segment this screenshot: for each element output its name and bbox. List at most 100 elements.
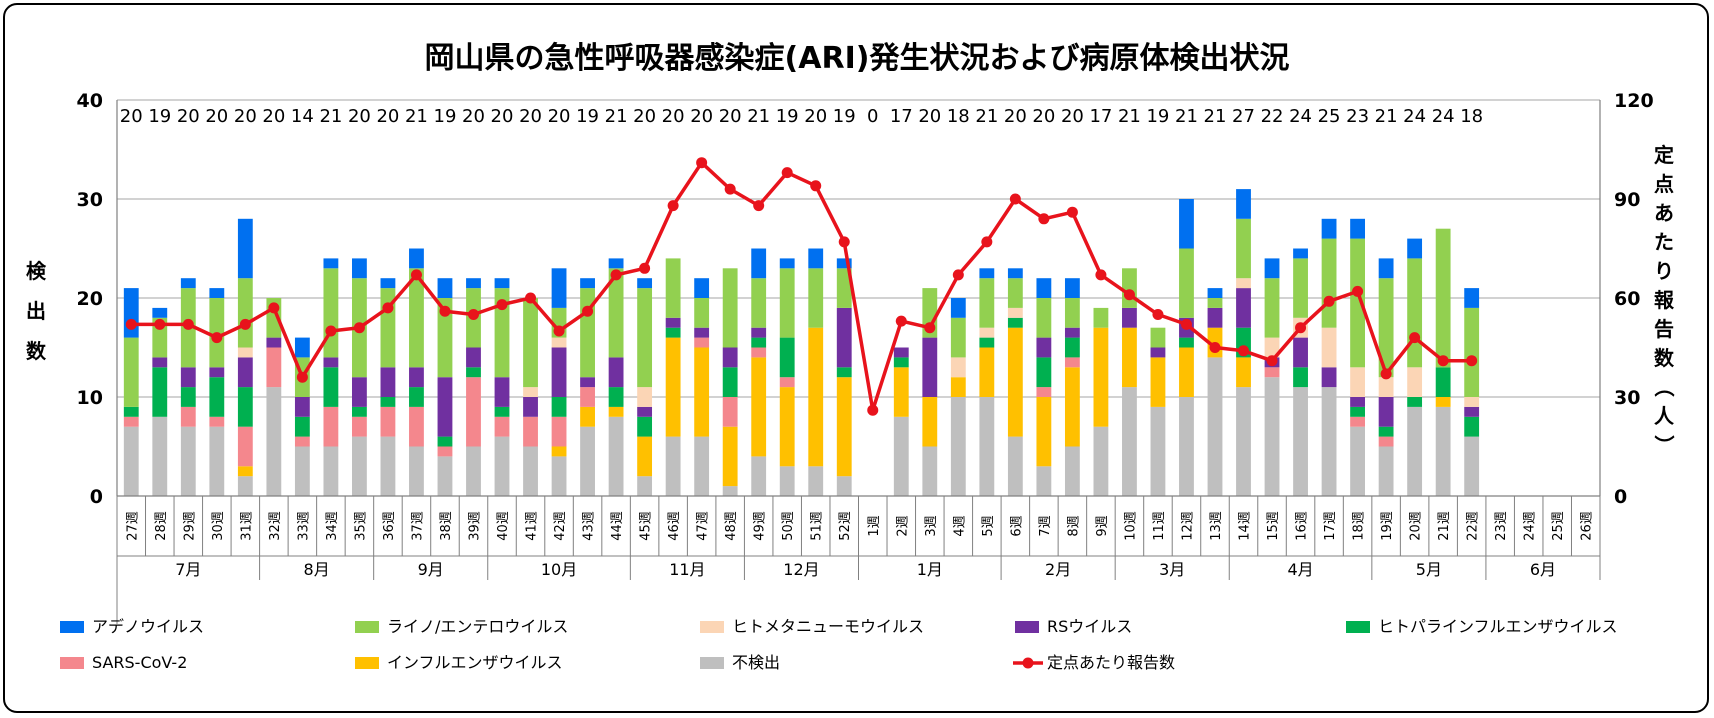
- bar-segment: [1350, 397, 1366, 407]
- sample-count: 24: [1289, 106, 1312, 127]
- week-label: 41週: [525, 511, 540, 541]
- sample-count: 20: [262, 106, 285, 127]
- bar-segment: [893, 357, 909, 368]
- bar-segment: [180, 406, 196, 427]
- bar-segment: [237, 476, 253, 496]
- week-label: 47週: [696, 511, 711, 541]
- bar-segment: [608, 387, 624, 407]
- bar-segment: [1007, 317, 1023, 328]
- y2-axis-title-char: 数: [1654, 346, 1675, 370]
- bar-segment: [580, 406, 595, 427]
- report-line-point: [1466, 355, 1478, 367]
- bar-segment: [779, 258, 795, 269]
- bar-segment: [1064, 337, 1080, 358]
- y2-tick-label: 120: [1614, 90, 1654, 112]
- y2-axis-title-char: 人: [1654, 404, 1675, 428]
- bar-segment: [608, 268, 624, 358]
- bar-segment: [979, 278, 995, 328]
- sample-count: 20: [918, 106, 941, 127]
- month-label: 7月: [175, 560, 201, 579]
- y2-axis-title-char: 報: [1654, 288, 1675, 312]
- bar-segment: [351, 406, 367, 417]
- bar-segment: [779, 377, 795, 388]
- bar-segment: [1122, 327, 1137, 388]
- bar-segment: [1435, 367, 1451, 397]
- sample-count: 20: [804, 106, 827, 127]
- legend-label: RSウイルス: [1047, 617, 1132, 636]
- bar-segment: [751, 337, 767, 348]
- bar-segment: [380, 367, 396, 397]
- bar-segment: [180, 278, 196, 289]
- bar-segment: [779, 466, 795, 496]
- bar-segment: [180, 367, 196, 388]
- y-axis-title-char: 出: [26, 299, 46, 323]
- legend-label: 定点あたり報告数: [1047, 653, 1175, 672]
- report-line-point: [353, 322, 365, 334]
- month-label: 9月: [418, 560, 444, 579]
- bar-segment: [523, 298, 538, 388]
- bar-segment: [922, 337, 938, 397]
- report-line-point: [1152, 309, 1164, 320]
- bar-segment: [1293, 337, 1308, 368]
- report-line-point: [154, 318, 166, 330]
- y2-axis-title-char: た: [1654, 230, 1674, 254]
- sample-count: 24: [1403, 106, 1426, 127]
- bar-segment: [637, 476, 653, 496]
- bar-segment: [950, 298, 966, 318]
- bar-segment: [1378, 278, 1394, 378]
- bar-segment: [1036, 298, 1052, 338]
- report-line-point: [525, 292, 537, 304]
- bar-segment: [409, 406, 424, 447]
- y-axis-title-char: 検: [26, 259, 47, 283]
- month-label: 12月: [783, 560, 819, 579]
- report-line-point: [1009, 193, 1021, 205]
- bar-segment: [637, 387, 653, 407]
- week-label: 11週: [1152, 511, 1167, 541]
- sample-count: 20: [633, 106, 656, 127]
- bar-segment: [836, 377, 852, 477]
- sample-count: 22: [1261, 106, 1284, 127]
- bar-segment: [722, 397, 738, 427]
- bar-segment: [209, 416, 225, 427]
- bar-segment: [1378, 436, 1394, 447]
- bar-segment: [950, 357, 966, 378]
- report-line-point: [410, 269, 422, 281]
- legend-label: インフルエンザウイルス: [387, 653, 563, 672]
- sample-count: 20: [548, 106, 571, 127]
- bar-segment: [466, 446, 481, 496]
- bar-segment: [722, 486, 738, 496]
- bar-segment: [237, 387, 253, 427]
- week-label: 43週: [582, 511, 597, 541]
- sample-count: 21: [747, 106, 770, 127]
- y2-axis-title-char: 告: [1654, 317, 1674, 341]
- bar-segment: [351, 258, 367, 279]
- legend-swatch: [700, 621, 724, 633]
- week-label: 18週: [1352, 511, 1367, 541]
- y-tick-label: 30: [77, 189, 103, 211]
- report-line-point: [1038, 213, 1050, 225]
- bar-segment: [266, 387, 282, 496]
- report-line-point: [895, 315, 907, 327]
- y2-tick-label: 30: [1614, 387, 1640, 409]
- bar-segment: [551, 446, 567, 457]
- sample-count: 18: [1460, 106, 1483, 127]
- bar-segment: [180, 387, 196, 407]
- bar-segment: [979, 337, 995, 348]
- week-label: 39週: [467, 511, 482, 541]
- bar-segment: [237, 466, 253, 477]
- bar-segment: [1321, 218, 1337, 239]
- bar-segment: [1179, 397, 1194, 496]
- week-label: 26週: [1580, 511, 1595, 541]
- report-line-point: [439, 305, 451, 317]
- y-tick-label: 0: [90, 486, 103, 508]
- bar-segment: [209, 288, 225, 298]
- bar-segment: [466, 278, 481, 289]
- week-label: 36週: [382, 511, 397, 541]
- sample-count: 24: [1432, 106, 1455, 127]
- week-label: 45週: [639, 511, 654, 541]
- bar-segment: [351, 416, 367, 437]
- sample-count: 21: [1175, 106, 1198, 127]
- sample-count: 20: [1004, 106, 1027, 127]
- bar-segment: [523, 416, 538, 447]
- sample-count: 0: [867, 106, 878, 127]
